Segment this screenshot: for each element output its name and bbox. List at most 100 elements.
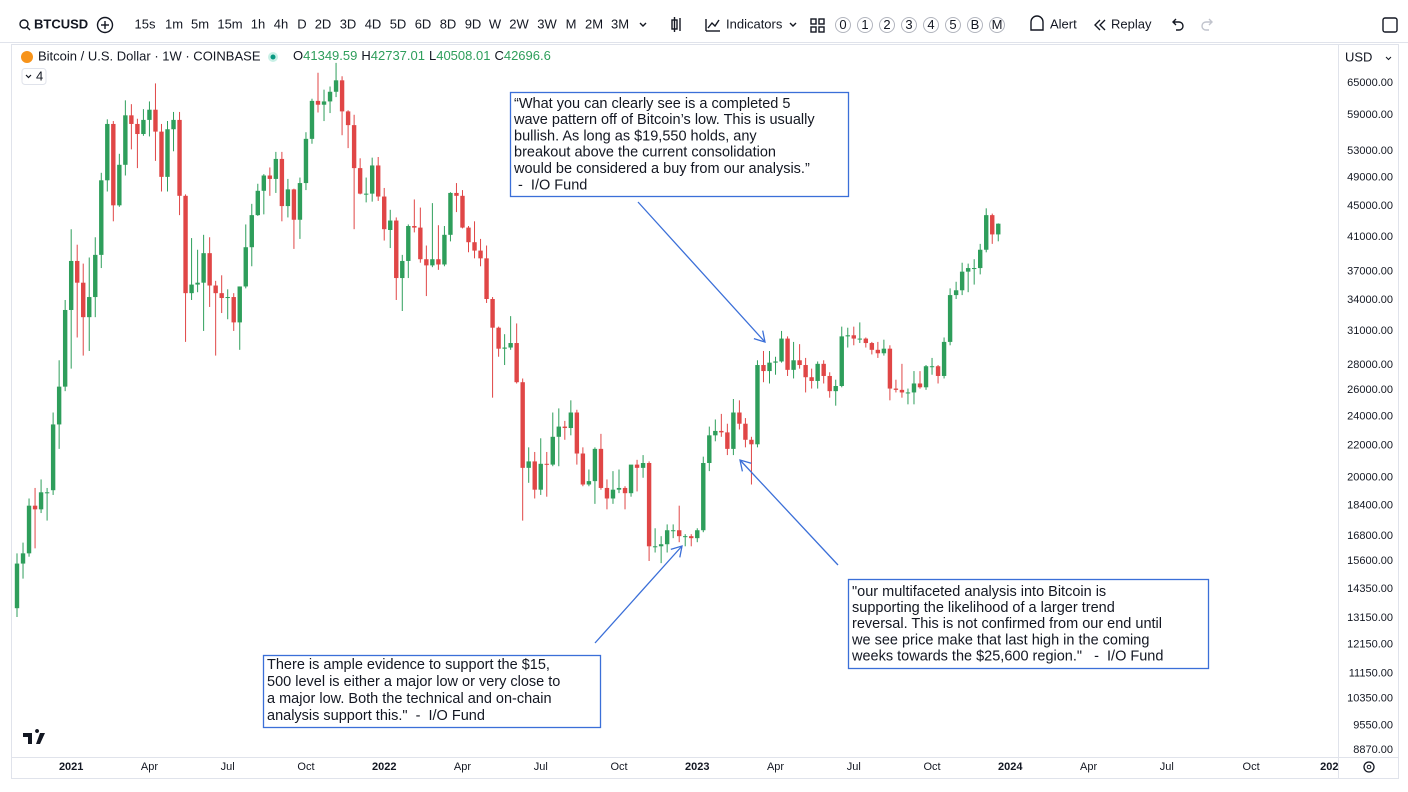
candle-body [363, 193, 369, 195]
layout-label: 4 [927, 17, 934, 32]
interval-button[interactable]: 4D [365, 16, 382, 31]
interval-button[interactable]: 2D [315, 16, 332, 31]
interval-button[interactable]: 4h [274, 16, 288, 31]
alert-button[interactable]: Alert [1050, 16, 1077, 31]
ohlc-prefix: O [293, 48, 303, 63]
settings-icon[interactable] [1363, 761, 1375, 773]
indicators-button[interactable]: Indicators [726, 16, 783, 31]
interval-chevron[interactable] [639, 22, 647, 27]
candle-body [231, 297, 236, 323]
interval-button[interactable]: 3D [340, 16, 357, 31]
interval-button[interactable]: 9D [465, 16, 482, 31]
interval-button[interactable]: 5D [390, 16, 407, 31]
interval-button[interactable]: 3M [611, 16, 629, 31]
candle-body [285, 189, 291, 207]
search-icon[interactable] [19, 19, 29, 29]
currency-box[interactable] [1341, 48, 1396, 67]
candle-body [111, 123, 116, 206]
candle-body [851, 335, 856, 339]
interval-button[interactable]: W [489, 16, 502, 31]
candle-body [713, 430, 718, 436]
layout-button[interactable] [835, 17, 851, 33]
interval-button[interactable]: 6D [415, 16, 432, 31]
interval-button[interactable]: D [297, 16, 306, 31]
candle-body [303, 138, 309, 184]
candle-body [701, 463, 706, 531]
candle-body [436, 259, 441, 265]
candle-body [75, 260, 80, 283]
candle-body [484, 258, 489, 299]
indicators-chevron[interactable] [789, 22, 797, 27]
interval-button[interactable]: 1m [165, 16, 183, 31]
interval-button[interactable]: 15m [217, 16, 242, 31]
chart-title: Bitcoin / U.S. Dollar · 1W · COINBASE [38, 48, 261, 63]
interval-button[interactable]: 3W [537, 16, 557, 31]
layout-button[interactable] [901, 17, 917, 33]
candle-body [887, 348, 893, 389]
interval-button[interactable]: M [566, 16, 577, 31]
arrow-head [670, 545, 683, 558]
y-tick-label: 53000.00 [1347, 145, 1393, 157]
indicator-toggle[interactable] [21, 68, 47, 85]
y-tick-label: 26000.00 [1347, 384, 1393, 396]
interval-button[interactable]: 8D [440, 16, 457, 31]
layout-button[interactable] [879, 17, 895, 33]
y-tick-label: 41000.00 [1347, 231, 1393, 243]
y-tick-label: 45000.00 [1347, 200, 1393, 212]
candle-body [923, 366, 929, 388]
candle-body [219, 293, 224, 299]
interval-button[interactable]: 5m [191, 16, 209, 31]
candle-body [953, 290, 959, 296]
layout-button[interactable] [989, 17, 1005, 33]
x-tick-label: Oct [923, 761, 940, 773]
redo-icon[interactable] [1201, 18, 1213, 31]
candle-body [297, 183, 303, 220]
undo-icon[interactable] [1172, 18, 1184, 31]
layout-button[interactable] [967, 17, 983, 33]
compare-icon[interactable] [96, 16, 114, 34]
templates-icon[interactable] [810, 18, 817, 25]
candle-body [327, 91, 333, 102]
chart-frame [11, 44, 1399, 779]
candle-body [424, 259, 429, 266]
candle-body [159, 131, 164, 177]
ohlc-prefix: C [494, 48, 503, 63]
replay-button[interactable]: Replay [1111, 16, 1152, 31]
x-tick-label: Jul [534, 761, 548, 773]
candle-body [309, 100, 315, 139]
annotation-text: we see price make that last high in the … [851, 632, 1149, 648]
symbol[interactable]: BTCUSD [34, 16, 88, 31]
candle-body [129, 115, 134, 124]
candle-body [779, 338, 784, 362]
indicator-chevron [25, 74, 32, 79]
y-tick-label: 65000.00 [1347, 77, 1393, 89]
candle-body [670, 530, 676, 532]
layout-button[interactable] [857, 17, 873, 33]
indicator-count: 4 [36, 68, 43, 83]
candle-body [62, 309, 68, 387]
candle-body [26, 505, 32, 554]
interval-button[interactable]: 1h [251, 16, 265, 31]
fullscreen-icon[interactable] [1382, 17, 1398, 33]
candles [14, 62, 1001, 617]
candle-body [466, 227, 471, 243]
candle-body [32, 505, 38, 510]
alert-icon[interactable] [1030, 15, 1044, 31]
layout-button[interactable] [923, 17, 939, 33]
interval-button[interactable]: 2W [509, 16, 529, 31]
candle-body [809, 377, 814, 381]
candle-body [737, 412, 742, 424]
symbol-logo [21, 51, 33, 63]
replay-icon[interactable] [1094, 19, 1101, 31]
layout-button[interactable] [945, 17, 961, 33]
candle-body [574, 412, 580, 454]
candle-body [683, 536, 688, 538]
interval-button[interactable]: 2M [585, 16, 603, 31]
candle-body [520, 382, 525, 468]
candle-body [929, 366, 935, 368]
candle-body [839, 336, 844, 387]
currency[interactable]: USD [1345, 49, 1372, 64]
interval-button[interactable]: 15s [135, 16, 156, 31]
candle-body [177, 119, 182, 196]
candle-body [213, 285, 218, 294]
